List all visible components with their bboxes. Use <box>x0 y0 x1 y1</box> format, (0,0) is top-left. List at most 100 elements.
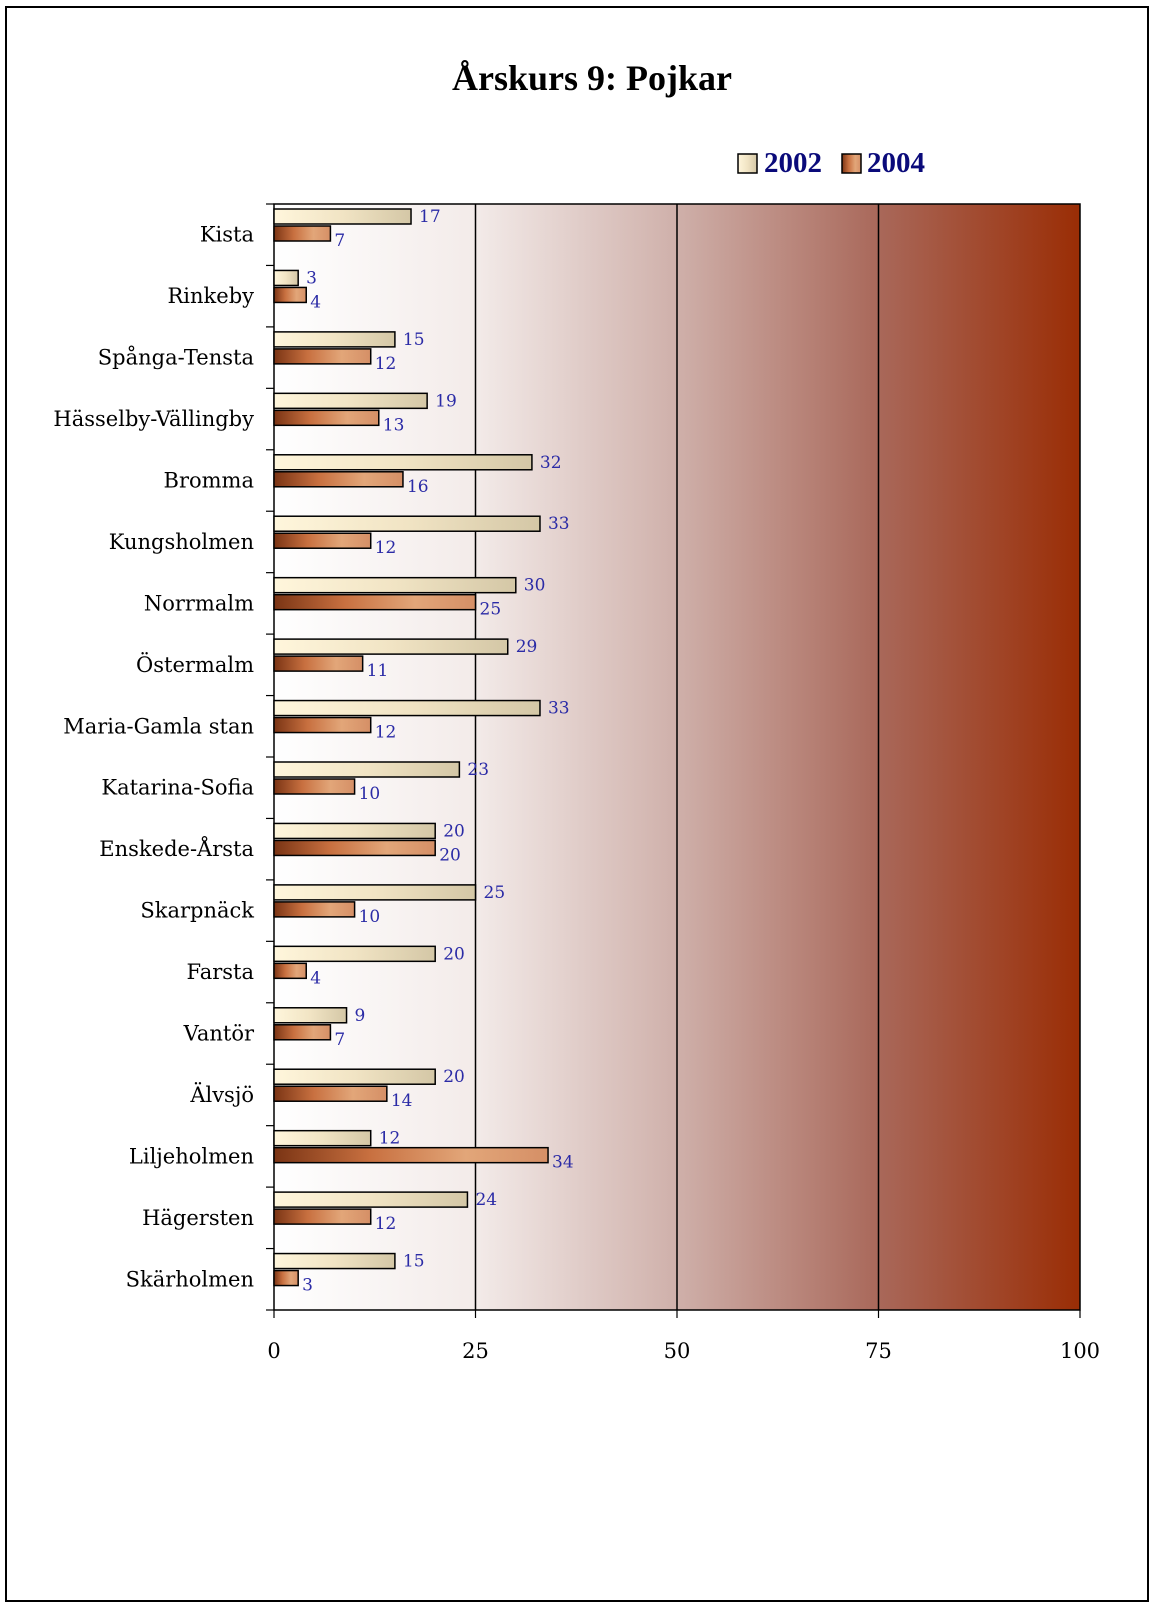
data-label-2002: 30 <box>524 576 546 596</box>
bar-2004 <box>273 1085 388 1102</box>
axes <box>266 203 1081 1318</box>
data-label-2002: 33 <box>548 514 570 534</box>
bar-2002 <box>273 515 541 532</box>
bar-2002 <box>273 761 461 778</box>
data-label-2002: 20 <box>443 1067 465 1087</box>
bar-2002 <box>273 392 428 410</box>
bar-2002 <box>273 1068 436 1085</box>
bar-2004 <box>273 286 307 304</box>
category-label: Farsta <box>187 960 254 984</box>
bar-2002 <box>273 208 412 225</box>
data-label-2002: 20 <box>443 944 465 964</box>
data-label-2004: 12 <box>375 1214 397 1234</box>
data-label-2004: 4 <box>310 292 321 312</box>
category-label: Enskede-Årsta <box>99 836 254 861</box>
bar-2002 <box>273 1252 396 1270</box>
category-label: Skärholmen <box>126 1267 254 1291</box>
data-label-2004: 12 <box>375 538 397 558</box>
bar-2002 <box>273 884 477 901</box>
data-label-2002: 33 <box>548 699 570 719</box>
data-label-2004: 20 <box>439 845 461 865</box>
category-label: Katarina-Sofia <box>101 776 254 800</box>
bar-2004 <box>273 532 372 549</box>
labels: 0 25 50 75 100Kista177Rinkeby34Spånga-Tensta… <box>53 207 1100 1363</box>
category-label: Liljeholmen <box>129 1144 254 1168</box>
data-label-2002: 32 <box>540 453 562 473</box>
bar-2004 <box>273 655 364 672</box>
category-label: Skarpnäck <box>140 899 254 923</box>
data-label-2002: 12 <box>379 1129 401 1149</box>
bar-2004 <box>273 962 307 980</box>
data-label-2004: 13 <box>383 415 405 435</box>
data-label-2004: 25 <box>480 600 502 620</box>
bar-2004 <box>273 1269 299 1287</box>
bar-2002 <box>273 699 541 717</box>
category-label: Rinkeby <box>167 284 254 308</box>
legend-label-2002: 2002 <box>764 147 822 179</box>
legend-swatch-2004 <box>841 153 862 174</box>
x-tick-label: 0 <box>267 1339 280 1363</box>
data-label-2004: 4 <box>310 968 321 988</box>
bar-2004 <box>273 839 436 857</box>
bars <box>273 208 549 1287</box>
category-label: Norrmalm <box>144 591 254 615</box>
data-label-2002: 20 <box>443 821 465 841</box>
legend-swatch-2002 <box>737 153 758 174</box>
bar-2004 <box>273 409 380 427</box>
bar-2002 <box>273 331 396 348</box>
category-label: Älvsjö <box>189 1083 254 1107</box>
bar-2002 <box>273 1129 372 1147</box>
bar-2004 <box>273 225 332 242</box>
bar-2004 <box>273 1024 332 1041</box>
data-label-2004: 12 <box>375 723 397 743</box>
data-label-2002: 24 <box>475 1190 497 1210</box>
data-label-2004: 7 <box>334 1030 345 1050</box>
data-label-2004: 10 <box>359 784 381 804</box>
x-tick-label: 75 <box>865 1339 892 1363</box>
data-label-2002: 3 <box>306 268 317 288</box>
legend: 2002 2004 <box>737 147 925 179</box>
data-label-2002: 15 <box>403 330 425 350</box>
data-label-2002: 9 <box>355 1006 366 1026</box>
chart-title: Årskurs 9: Pojkar <box>452 58 732 98</box>
data-label-2004: 34 <box>552 1153 574 1173</box>
data-label-2004: 3 <box>302 1276 313 1296</box>
bar-2004 <box>273 593 477 611</box>
bar-2004 <box>273 901 356 918</box>
data-label-2004: 16 <box>407 477 429 497</box>
category-label: Hässelby-Vällingby <box>53 407 254 431</box>
bar-2002 <box>273 945 436 963</box>
data-label-2004: 7 <box>334 231 345 251</box>
bar-2002 <box>273 576 517 594</box>
bar-2004 <box>273 1146 549 1164</box>
data-label-2004: 12 <box>375 354 397 374</box>
data-label-2002: 23 <box>467 760 489 780</box>
bar-2002 <box>273 638 509 655</box>
data-label-2002: 17 <box>419 207 441 227</box>
bar-2002 <box>273 1191 469 1208</box>
bar-2002 <box>273 1007 348 1024</box>
x-tick-label: 50 <box>664 1339 691 1363</box>
category-label: Vantör <box>183 1022 255 1046</box>
category-label: Hägersten <box>142 1206 254 1230</box>
data-label-2002: 19 <box>435 391 457 411</box>
data-label-2004: 10 <box>359 907 381 927</box>
category-label: Östermalm <box>136 652 254 677</box>
bar-2002 <box>273 454 533 471</box>
data-label-2002: 15 <box>403 1252 425 1272</box>
category-label: Spånga-Tensta <box>98 346 254 370</box>
category-label: Bromma <box>164 469 254 493</box>
x-tick-label: 100 <box>1060 1339 1100 1363</box>
category-label: Kungsholmen <box>109 530 254 554</box>
x-tick-label: 25 <box>462 1339 489 1363</box>
gridlines <box>474 204 880 1310</box>
data-label-2004: 11 <box>367 661 389 681</box>
category-label: Kista <box>200 223 254 247</box>
data-label-2002: 25 <box>484 883 506 903</box>
data-label-2004: 14 <box>391 1091 413 1111</box>
legend-label-2004: 2004 <box>867 147 925 179</box>
bar-2004 <box>273 716 372 734</box>
bar-2002 <box>273 822 436 840</box>
data-label-2002: 29 <box>516 637 538 657</box>
